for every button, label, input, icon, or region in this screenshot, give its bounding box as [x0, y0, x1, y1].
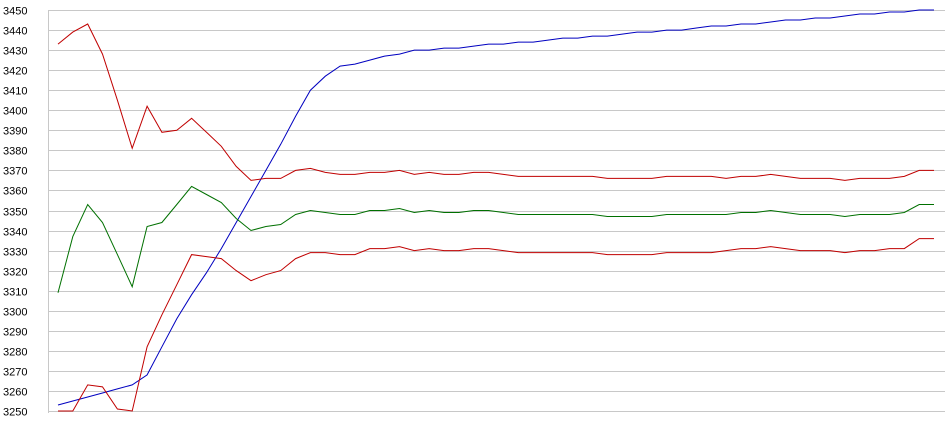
y-tick-label: 3360	[3, 186, 27, 198]
y-tick-label: 3340	[3, 227, 27, 239]
y-tick-labels: 3450 3440 3430 3420 3410 3400 3390 3380 3370 3360…	[3, 6, 27, 419]
y-tick-label: 3430	[3, 46, 27, 58]
y-tick-label: 3350	[3, 207, 27, 219]
y-tick-label: 3370	[3, 166, 27, 178]
gridlines	[48, 10, 945, 412]
series-line-2	[57, 23, 934, 181]
y-tick-label: 3440	[3, 26, 27, 38]
y-tick-label: 3390	[3, 126, 27, 138]
y-tick-label: 3380	[3, 146, 27, 158]
series-line-4	[58, 238, 934, 412]
y-tick-label: 3260	[3, 387, 27, 399]
y-tick-label: 3410	[3, 86, 27, 98]
y-tick-label: 3400	[3, 106, 27, 118]
y-tick-label: 3450	[3, 6, 27, 18]
y-tick-label: 3300	[3, 307, 27, 319]
series-line-1	[57, 9, 934, 406]
y-tick-label: 3310	[3, 287, 27, 299]
y-tick-label: 3290	[3, 327, 27, 339]
y-tick-label: 3320	[3, 267, 27, 279]
series-lines	[57, 9, 934, 412]
y-tick-label: 3330	[3, 247, 27, 259]
y-tick-label: 3420	[3, 66, 27, 78]
series-line-3	[57, 185, 934, 293]
y-tick-label: 3280	[3, 347, 27, 359]
y-tick-label: 3250	[3, 407, 27, 419]
y-tick-label: 3270	[3, 367, 27, 379]
